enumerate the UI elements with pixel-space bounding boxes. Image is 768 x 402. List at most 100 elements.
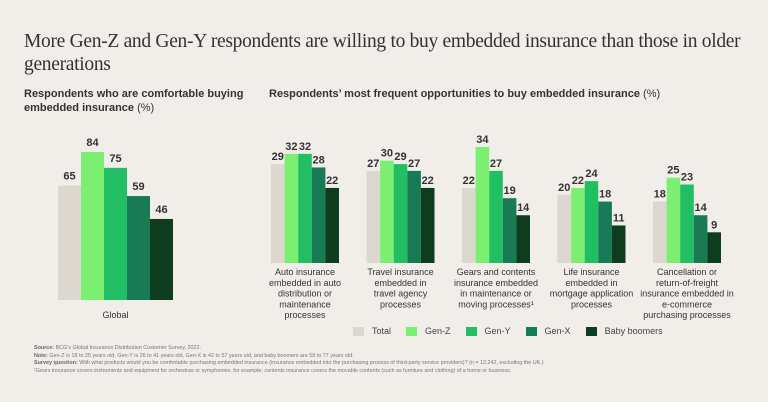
legend-swatch-baby-boomers (585, 326, 597, 336)
value-label-cat4-baby-boomers: 11 (613, 212, 625, 224)
category-label-1: Auto insurance embedded in auto distributi… (269, 267, 341, 320)
legend-label-total: Total (372, 326, 392, 336)
bar-cat1-gen-z (284, 153, 299, 263)
bar-cat2-gen-x (407, 170, 421, 263)
bar-cat5-gen-z (666, 177, 681, 263)
bar-cat2-baby-boomers (420, 187, 435, 263)
value-label-cat3-gen-z: 34 (476, 134, 489, 146)
category-label-2: Travel insurance embedded in travel agency… (367, 267, 433, 309)
value-label-cat1-total: 29 (272, 151, 284, 163)
survey-question-line: Survey question: With what products woul… (34, 360, 754, 368)
category-label-5: Cancellation or return-of-freight insuranc… (640, 267, 734, 320)
value-label-cat2-total: 27 (367, 158, 379, 170)
bar-cat2-total (366, 170, 381, 263)
source-label: Source: (34, 345, 55, 351)
value-label-cat1-gen-x: 28 (312, 154, 324, 166)
value-label-cat4-gen-x: 18 (599, 189, 611, 201)
bar-cat1-total (271, 164, 285, 263)
value-label-cat5-total: 18 (654, 189, 666, 201)
right-panel-subtitle-text: Respondents’ most frequent opportunities… (269, 88, 640, 100)
value-label-cat4-gen-y: 24 (585, 168, 598, 180)
bar-cat5-gen-x (693, 215, 708, 263)
category-label-4: Life insurance embedded in mortgage applic… (550, 267, 634, 309)
bar-cat5-baby-boomers (707, 232, 721, 263)
value-label-cat2-gen-x: 27 (408, 158, 420, 170)
bar-cat2-gen-z (380, 160, 394, 263)
bar-cat4-gen-z (571, 187, 585, 263)
bar-cat5-gen-y (680, 184, 694, 263)
bar-global-gen-y (104, 167, 127, 300)
right-panel-subtitle: Respondents’ most frequent opportunities… (269, 87, 749, 101)
note-text: Gen-Z is 18 to 25 years old, Gen-Y is 26… (49, 352, 354, 359)
value-label-cat5-gen-x: 14 (694, 202, 707, 214)
global-chart: 65 84 75 59 46 Global (58, 137, 173, 320)
legend-label-gen-y: Gen-Y (484, 326, 511, 336)
legend-label-gen-x: Gen-X (544, 326, 571, 336)
chart-title: More Gen-Z and Gen-Y respondents are wil… (24, 31, 741, 75)
value-label-cat1-baby-boomers: 22 (326, 175, 338, 187)
legend-item-total: Total (353, 326, 391, 336)
bar-cat5-total (653, 201, 667, 263)
bar-cat1-gen-y (298, 153, 312, 263)
source-line: Source: BCG’s Global Insurance Distribut… (34, 345, 754, 353)
value-label-global-total: 65 (63, 170, 75, 182)
legend-item-gen-z: Gen-Z (406, 326, 451, 336)
source-text: BCG’s Global Insurance Distribution Cust… (55, 345, 201, 351)
left-panel-subtitle-text: Respondents who are comfortable buying e… (24, 88, 244, 114)
value-label-cat2-gen-z: 30 (381, 148, 393, 160)
survey-question-text: With what products would you be comforta… (79, 360, 544, 367)
bar-global-baby-boomers (150, 218, 173, 300)
value-label-cat5-gen-z: 25 (667, 165, 679, 177)
legend-swatch-gen-z (406, 326, 418, 336)
legend-swatch-gen-y (465, 326, 477, 336)
value-label-cat3-gen-x: 19 (503, 185, 515, 197)
left-panel-subtitle: Respondents who are comfortable buying e… (24, 87, 244, 115)
bar-cat3-baby-boomers (516, 215, 530, 263)
value-label-global-gen-x: 59 (132, 181, 144, 193)
value-label-cat5-gen-y: 23 (681, 172, 693, 184)
legend: Total Gen-Z Gen-Y Gen-X Baby boomers (353, 326, 678, 336)
legend-item-gen-x: Gen-X (525, 326, 571, 336)
bar-cat3-total (462, 187, 476, 263)
bar-cat2-gen-y (393, 164, 408, 263)
value-label-cat3-baby-boomers: 14 (517, 202, 530, 214)
legend-label-baby-boomers: Baby boomers (604, 326, 663, 336)
category-label-3: Gears and contents insurance embedded in m… (454, 267, 538, 309)
note-label: Note: (34, 352, 48, 359)
bar-cat4-gen-y (584, 181, 599, 263)
value-label-global-gen-y: 75 (109, 153, 121, 165)
value-label-global-gen-z: 84 (86, 137, 99, 149)
bar-cat4-total (557, 194, 572, 263)
left-panel-unit: (%) (137, 102, 155, 114)
bar-cat1-gen-x (311, 167, 326, 263)
legend-label-gen-z: Gen-Z (425, 326, 451, 336)
note-line: Note: Gen-Z is 18 to 25 years old, Gen-Y… (34, 353, 754, 361)
bar-cat4-baby-boomers (611, 225, 626, 263)
bar-global-gen-x (127, 196, 150, 300)
value-label-cat3-gen-y: 27 (490, 158, 502, 170)
survey-question-label: Survey question: (34, 360, 78, 367)
value-label-cat1-gen-z: 32 (285, 141, 297, 153)
value-label-cat4-total: 20 (558, 182, 570, 194)
value-label-cat3-total: 22 (463, 175, 475, 187)
value-label-cat1-gen-y: 32 (299, 141, 311, 153)
value-label-cat2-gen-y: 29 (394, 151, 406, 163)
bar-cat1-baby-boomers (325, 187, 339, 263)
bar-global-gen-z (81, 152, 104, 300)
right-panel-unit: (%) (643, 88, 661, 100)
bar-cat3-gen-y (489, 170, 503, 263)
legend-item-baby-boomers: Baby boomers (585, 326, 663, 336)
bar-global-total (58, 185, 81, 300)
legend-item-gen-y: Gen-Y (465, 326, 511, 336)
category-label-global: Global (102, 310, 128, 320)
footnotes: Source: BCG’s Global Insurance Distribut… (34, 345, 754, 375)
bar-cat4-gen-x (598, 201, 612, 263)
value-label-cat2-baby-boomers: 22 (422, 175, 434, 187)
legend-swatch-total (353, 326, 364, 336)
value-label-cat5-baby-boomers: 9 (711, 219, 717, 231)
bar-cat3-gen-x (502, 198, 517, 263)
bar-cat3-gen-z (475, 147, 490, 263)
value-label-global-baby-boomers: 46 (155, 204, 167, 216)
